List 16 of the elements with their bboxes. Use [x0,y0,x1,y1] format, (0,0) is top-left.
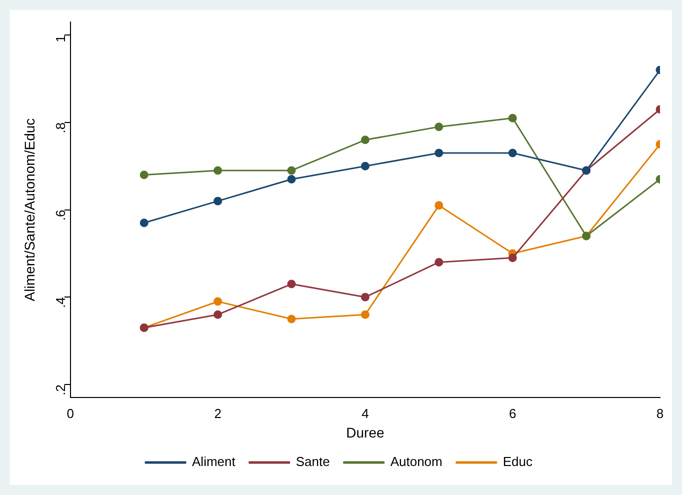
y-tick-label: 1 [52,35,68,42]
y-tick-label: .6 [52,210,68,221]
x-axis-title: Duree [346,424,384,440]
x-tick-label: 4 [362,406,369,421]
y-tick-label: .2 [52,384,68,396]
legend-label: Educ [502,454,533,470]
y-axis-title: Aliment/Sante/Autonom/Educ [21,118,38,302]
legend-label: Autonom [390,454,442,470]
legend-label: Aliment [192,454,236,470]
x-tick-label: 8 [656,406,664,421]
y-tick-label: .8 [52,122,68,134]
x-tick-label: 6 [508,406,516,421]
legend-label: Sante [296,454,330,470]
y-tick-label: .4 [52,297,68,308]
x-tick-label: 2 [214,406,222,421]
x-tick-label: 0 [66,406,74,421]
